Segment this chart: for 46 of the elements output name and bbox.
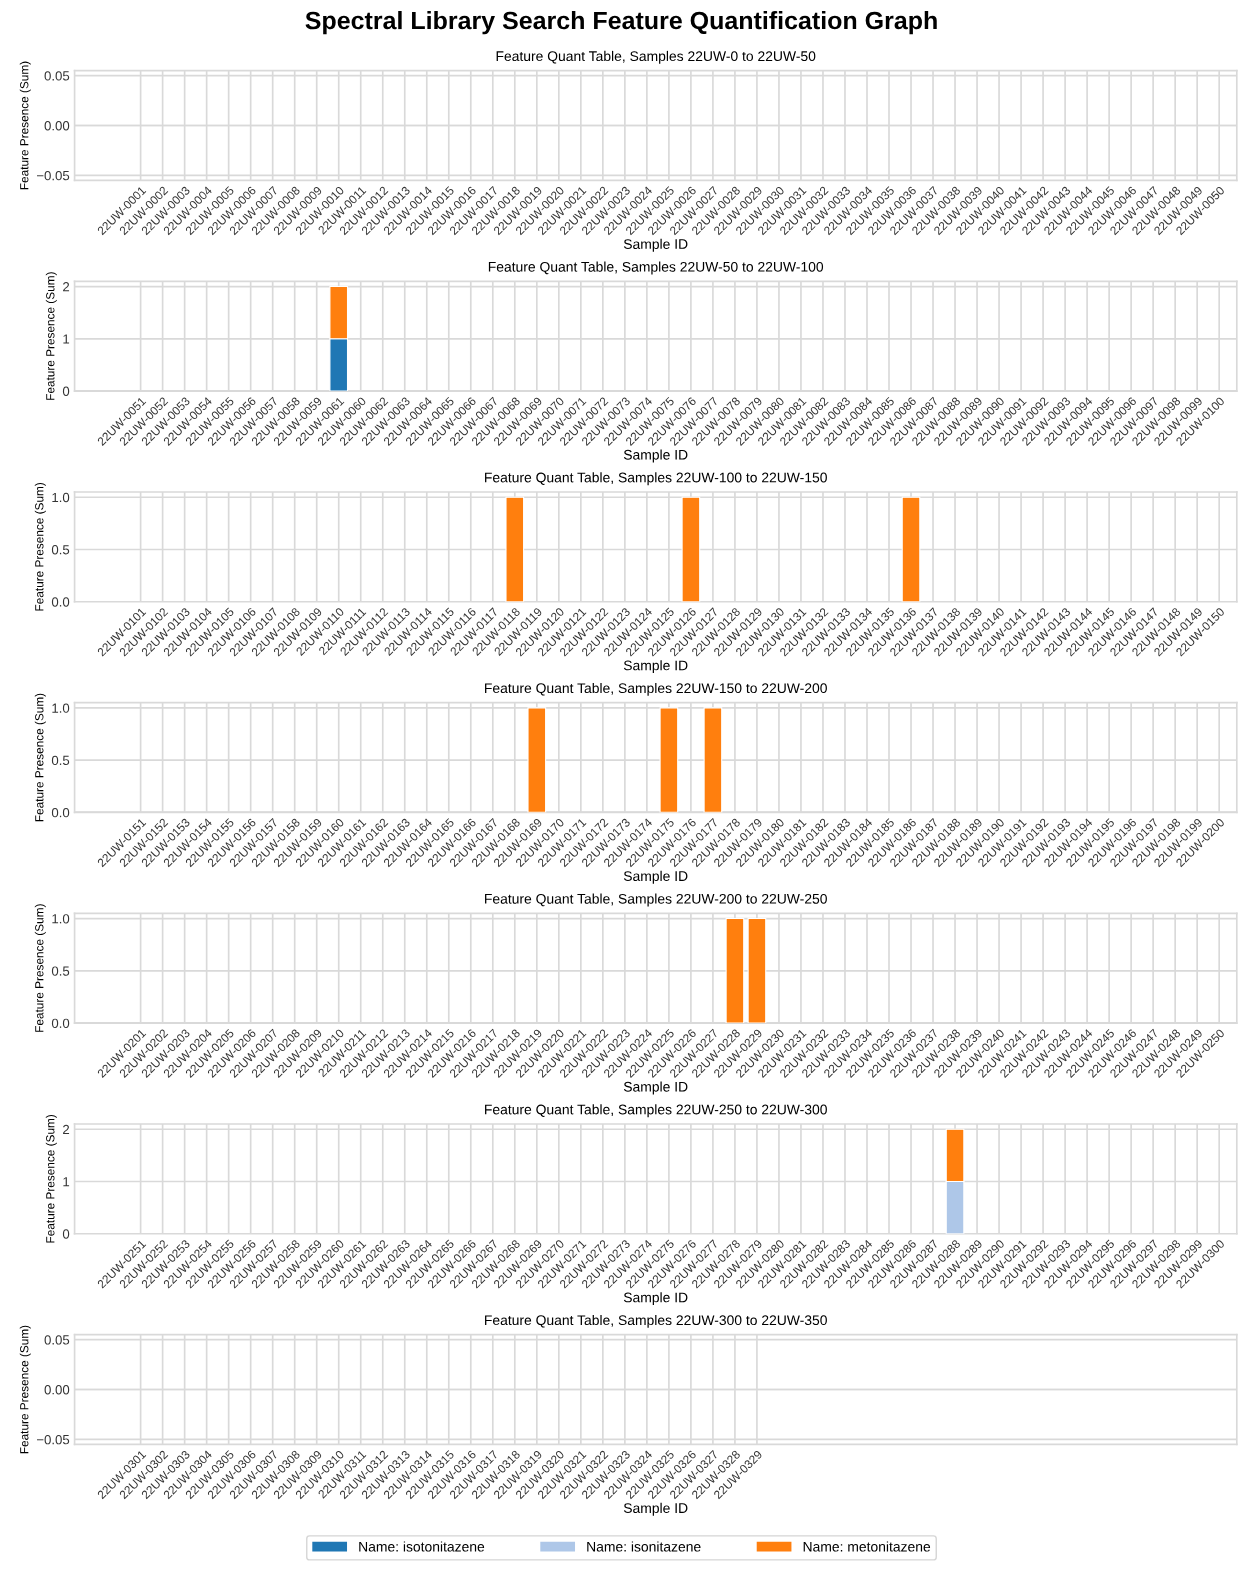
y-tick-label: 0.0: [51, 807, 70, 818]
y-tick-label: 0.0: [51, 1018, 70, 1028]
text: Spectral Library Search Feature Quantification Graph: [305, 10, 937, 35]
y-axis-title: Feature Presence (Sum): [34, 693, 46, 822]
y-tick-label: −0.05: [36, 1434, 70, 1445]
y-tick-label: 1.0: [52, 492, 70, 503]
x-axis-title: Sample ID: [623, 660, 688, 674]
y-axis-title: Feature Presence (Sum): [19, 61, 31, 190]
legend-label: Name: metonitazene: [803, 1541, 931, 1552]
y-tick-label: 0: [62, 386, 70, 396]
chart-title: Feature Quant Table, Samples 22UW-300 to 22UW-350: [485, 1314, 827, 1328]
y-axis-title: Feature Presence (Sum): [34, 482, 46, 611]
x-axis-title: Sample ID: [623, 1081, 688, 1095]
x-axis-title: Sample ID: [623, 870, 688, 884]
x-axis-title: Sample ID: [623, 449, 688, 463]
y-tick-label: 0.5: [51, 966, 70, 976]
y-axis-title: Feature Presence (Sum): [45, 272, 57, 400]
chart-title: Feature Quant Table, Samples 22UW-0 to 22UW-50: [496, 50, 816, 64]
y-tick-label: −0.05: [36, 170, 70, 181]
y-tick-label: 1: [63, 1177, 70, 1187]
y-tick-label: 0.5: [51, 545, 70, 555]
y-axis-title: Feature Presence (Sum): [19, 1325, 31, 1454]
y-tick-label: 2: [63, 282, 70, 292]
y-tick-label: 2: [63, 1124, 70, 1135]
legend-label: Name: isotonitazene: [359, 1541, 485, 1552]
y-tick-label: 0.5: [51, 755, 70, 766]
chart-title: Feature Quant Table, Samples 22UW-200 to 22UW-250: [485, 893, 827, 907]
y-tick-label: 1: [63, 334, 70, 344]
legend-label: Name: isonitazene: [587, 1541, 701, 1552]
y-tick-label: 1.0: [52, 703, 70, 713]
chart-title: Feature Quant Table, Samples 22UW-50 to 22UW-100: [488, 261, 824, 275]
y-axis-title: Feature Presence (Sum): [34, 904, 46, 1032]
y-tick-label: 0.0: [51, 597, 70, 607]
y-tick-label: 1.0: [52, 914, 70, 924]
y-tick-label: 0.00: [44, 1385, 70, 1395]
y-tick-label: 0.05: [44, 1335, 70, 1345]
x-axis-title: Sample ID: [623, 238, 688, 252]
x-axis-title: Sample ID: [623, 1292, 688, 1306]
y-tick-label: 0: [62, 1229, 70, 1239]
y-tick-label: 0.00: [44, 121, 70, 131]
chart-title: Feature Quant Table, Samples 22UW-100 to 22UW-150: [485, 472, 827, 486]
x-axis-title: Sample ID: [623, 1502, 688, 1516]
y-axis-title: Feature Presence (Sum): [45, 1114, 57, 1243]
y-tick-label: 0.05: [44, 71, 70, 81]
chart-title: Feature Quant Table, Samples 22UW-150 to 22UW-200: [485, 682, 827, 696]
chart-title: Feature Quant Table, Samples 22UW-250 to 22UW-300: [485, 1104, 827, 1118]
